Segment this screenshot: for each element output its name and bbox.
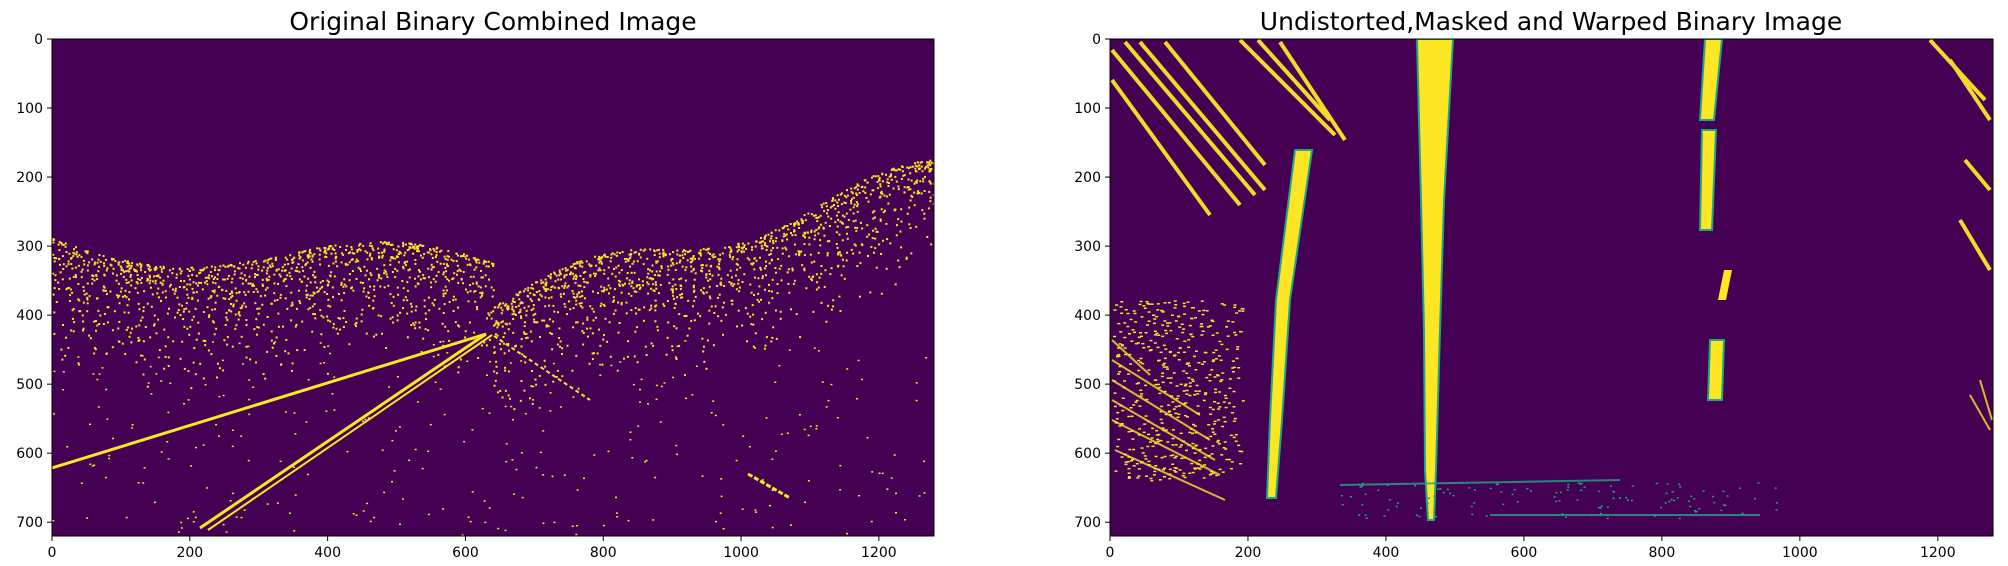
x-tick-label: 200 [176, 545, 203, 561]
x-tick-label: 400 [1373, 545, 1400, 561]
image-original [52, 39, 934, 536]
y-tick-label: 0 [34, 32, 43, 48]
x-tick-label: 200 [1235, 545, 1262, 561]
y-tick-label: 500 [1074, 377, 1101, 393]
x-tick-label: 600 [452, 545, 479, 561]
panel-warped: Undistorted,Masked and Warped Binary Ima… [1074, 7, 1994, 561]
panel-title: Original Binary Combined Image [289, 7, 696, 36]
x-tick-label: 0 [48, 545, 57, 561]
x-tick-label: 800 [590, 545, 617, 561]
y-tick-label: 500 [16, 377, 43, 393]
x-tick-label: 800 [1649, 545, 1676, 561]
y-tick-label: 300 [1074, 239, 1101, 255]
y-tick-label: 200 [16, 170, 43, 186]
y-tick-label: 0 [1092, 32, 1101, 48]
y-tick-label: 100 [1074, 101, 1101, 117]
x-tick-label: 1000 [1782, 545, 1818, 561]
x-tick-label: 400 [314, 545, 341, 561]
y-tick-label: 400 [1074, 308, 1101, 324]
image-warped [1110, 39, 1993, 536]
y-tick-label: 400 [16, 308, 43, 324]
x-tick-label: 1200 [861, 545, 897, 561]
y-tick-label: 600 [16, 446, 43, 462]
y-tick-label: 300 [16, 239, 43, 255]
y-tick-label: 700 [16, 515, 43, 531]
y-tick-label: 200 [1074, 170, 1101, 186]
x-tick-label: 1000 [723, 545, 759, 561]
x-tick-label: 600 [1511, 545, 1538, 561]
y-tick-label: 100 [16, 101, 43, 117]
y-tick-label: 600 [1074, 446, 1101, 462]
panel-title: Undistorted,Masked and Warped Binary Ima… [1260, 7, 1842, 36]
panel-original: Original Binary Combined Image 0 200 400 60… [16, 7, 935, 561]
x-tick-label: 0 [1106, 545, 1115, 561]
y-tick-label: 700 [1074, 515, 1101, 531]
x-tick-label: 1200 [1920, 545, 1956, 561]
